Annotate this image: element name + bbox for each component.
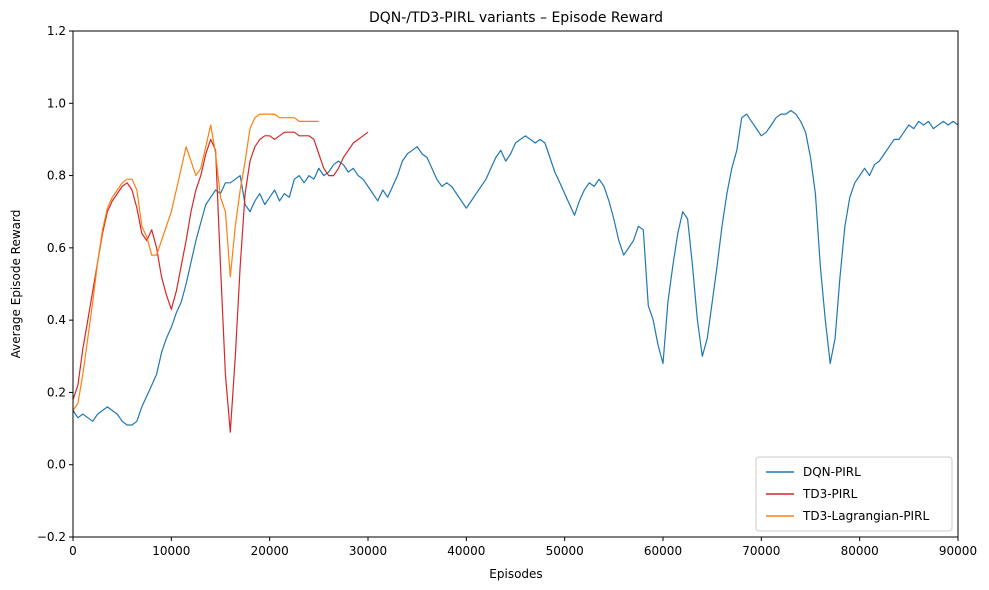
x-tick-label: 10000 bbox=[152, 544, 190, 558]
legend-label: TD3-Lagrangian-PIRL bbox=[802, 509, 929, 523]
plot-frame bbox=[72, 30, 959, 538]
y-tick-label: 0.8 bbox=[47, 169, 66, 183]
x-tick-label: 20000 bbox=[251, 544, 289, 558]
x-tick-label: 0 bbox=[69, 544, 77, 558]
y-tick-label: 0.4 bbox=[47, 313, 66, 327]
chart-title: DQN-/TD3-PIRL variants – Episode Reward bbox=[369, 10, 663, 26]
legend: DQN-PIRL TD3-PIRL TD3-Lagrangian-PIRL bbox=[755, 456, 953, 532]
x-axis: 0 10000 20000 30000 40000 50000 60000 70000 8000… bbox=[69, 537, 977, 558]
legend-label: DQN-PIRL bbox=[803, 465, 861, 479]
y-tick-label: 0.0 bbox=[47, 458, 66, 472]
x-tick-label: 80000 bbox=[841, 544, 879, 558]
x-tick-label: 90000 bbox=[939, 544, 977, 558]
legend-label: TD3-PIRL bbox=[802, 487, 858, 501]
x-tick-label: 60000 bbox=[644, 544, 682, 558]
legend-box bbox=[755, 456, 953, 532]
y-tick-label: 1.2 bbox=[47, 24, 66, 38]
y-tick-label: 0.2 bbox=[47, 385, 66, 399]
y-axis: −0.2 0.0 0.2 0.4 0.6 0.8 1.0 1.2 bbox=[37, 24, 73, 544]
series-line-td3-pirl bbox=[73, 131, 369, 433]
series-line-td3-lagrangian-pirl bbox=[73, 113, 319, 411]
series-layer bbox=[73, 109, 958, 433]
y-tick-label: −0.2 bbox=[37, 530, 66, 544]
x-tick-label: 40000 bbox=[447, 544, 485, 558]
y-tick-label: 0.6 bbox=[47, 241, 66, 255]
x-tick-label: 30000 bbox=[349, 544, 387, 558]
x-tick-label: 70000 bbox=[742, 544, 780, 558]
y-axis-title: Average Episode Reward bbox=[9, 210, 23, 359]
x-tick-label: 50000 bbox=[546, 544, 584, 558]
y-tick-label: 1.0 bbox=[47, 96, 66, 110]
x-axis-title: Episodes bbox=[489, 567, 542, 581]
